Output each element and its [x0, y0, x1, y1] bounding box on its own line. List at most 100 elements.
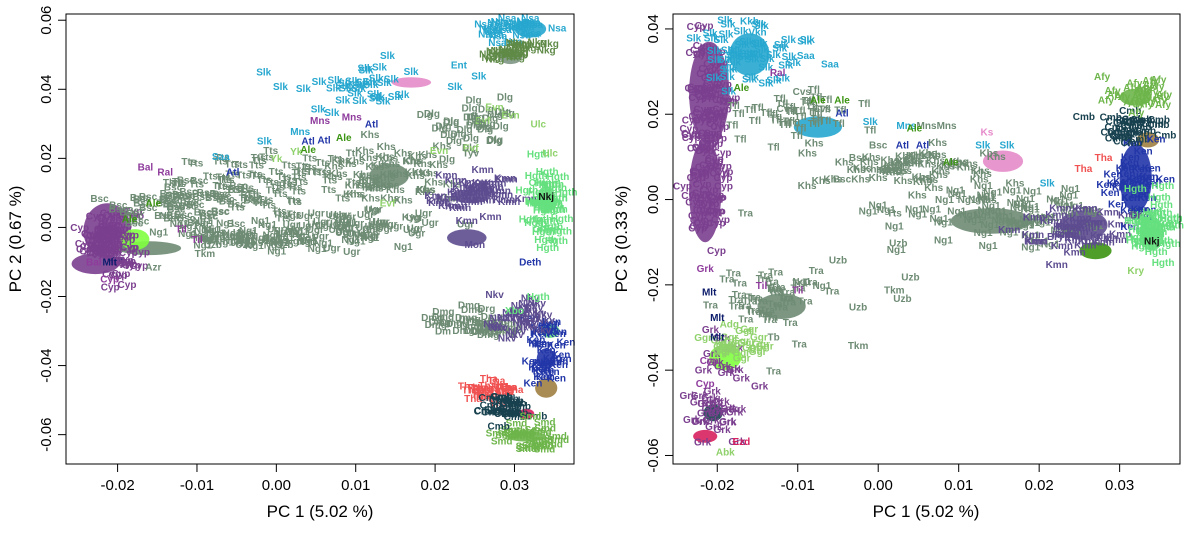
- cloud-point-cmb: Cmb: [492, 408, 514, 419]
- cloud-point-cyp: Cyp: [103, 229, 122, 240]
- cloud-point-cyp: Cyp: [713, 161, 732, 172]
- cloud-point-ng1: Ng1: [237, 236, 256, 247]
- cloud-point-nsa: Nsa: [489, 32, 508, 43]
- cloud-point-dlg: Dlg: [487, 135, 503, 146]
- population-label: Ttl: [346, 149, 358, 160]
- cloud-point-ng1: Ng1: [222, 231, 241, 242]
- cloud-point-cyp: Cyp: [117, 256, 136, 267]
- cloud-point-ken: Ken: [532, 326, 551, 337]
- cloud-point-khs: Khs: [371, 161, 390, 172]
- cloud-point-cyp: Cyp: [695, 199, 714, 210]
- cloud-point-tfl: Tfl: [777, 118, 789, 129]
- cloud-point-kmn: Kmn: [436, 194, 458, 205]
- cloud-point-ng1: Ng1: [1060, 207, 1079, 218]
- cloud-point-hgth: Hgth: [1134, 239, 1157, 250]
- cloud-point-ng1: Ng1: [270, 238, 289, 249]
- population-label: Dmg: [440, 318, 462, 329]
- cloud-point-cyp: Cyp: [689, 222, 708, 233]
- cloud-point-afy: Afy: [1136, 86, 1153, 97]
- cloud-point-nsa: Nsa: [474, 19, 493, 30]
- cloud-point-ng1: Ng1: [170, 219, 189, 230]
- cloud-point-cyp: Cyp: [119, 243, 138, 254]
- population-label: Cyp: [700, 356, 719, 367]
- cloud-point-tts: Tts: [295, 166, 310, 177]
- cloud-point-bsc: Bsc: [160, 193, 179, 204]
- cloud-point-ng1: Ng1: [193, 240, 212, 251]
- cloud-point-grk: Grk: [708, 408, 726, 419]
- panel-pc1-pc2-cluster-blobs: [71, 20, 560, 442]
- cloud-point-cyp: Cyp: [691, 171, 710, 182]
- cluster-blob-9: [451, 189, 491, 204]
- cloud-point-dlg: Dlg: [466, 120, 482, 131]
- population-label: Ral: [157, 168, 173, 179]
- cloud-point-ggr: Ggr: [752, 340, 770, 351]
- cloud-point-slk: Slk: [728, 46, 743, 57]
- cloud-point-ggr: Ggr: [721, 333, 739, 344]
- population-label: Cyp: [100, 275, 119, 286]
- cloud-point-ken: Ken: [1122, 178, 1141, 189]
- population-label: Ulc: [542, 149, 558, 160]
- cloud-point-khs: Khs: [406, 171, 425, 182]
- cloud-point-hgth: Hgth: [1152, 258, 1175, 269]
- cloud-point-tfl: Tfl: [794, 123, 806, 134]
- cloud-point-ugr: Ugr: [283, 220, 300, 231]
- population-label: Mns: [896, 121, 916, 132]
- population-label: Khs: [386, 185, 405, 196]
- cloud-point-cyp: Cyp: [682, 115, 701, 126]
- cloud-point-ken: Ken: [533, 366, 552, 377]
- cloud-point-cyp: Cyp: [681, 191, 700, 202]
- cloud-point-ggr: Ggr: [749, 347, 767, 358]
- cloud-point-cyp: Cyp: [673, 182, 692, 193]
- cloud-point-cyp: Cyp: [101, 243, 120, 254]
- cloud-point-ng1: Ng1: [1050, 197, 1069, 208]
- cloud-point-afy: Afy: [1142, 88, 1159, 99]
- cloud-point-cyp: Cyp: [713, 79, 732, 90]
- cloud-point-smd: Smd: [516, 441, 538, 452]
- cloud-point-bsc: Bsc: [212, 189, 231, 200]
- cloud-point-tra: Tra: [753, 297, 768, 308]
- cloud-point-tfl: Tfl: [808, 85, 820, 96]
- cloud-point-cyp: Cyp: [111, 269, 130, 280]
- cloud-point-cyp: Cyp: [693, 143, 712, 154]
- cloud-point-cyp: Cyp: [703, 129, 722, 140]
- cloud-point-hgth: Hgth: [1150, 208, 1173, 219]
- cloud-point-khs: Khs: [346, 189, 365, 200]
- cloud-point-cmb: Cmb: [491, 392, 513, 403]
- cloud-point-khs: Khs: [418, 150, 437, 161]
- cloud-point-tts: Tts: [287, 183, 302, 194]
- cloud-point-tts: Tts: [302, 163, 317, 174]
- cloud-point-khs: Khs: [860, 157, 879, 168]
- population-label: Cmb: [495, 406, 517, 417]
- cloud-point-khs: Khs: [353, 170, 372, 181]
- cloud-point-ugr: Ugr: [328, 211, 345, 222]
- cloud-point-bsc: Bsc: [164, 183, 183, 194]
- cloud-point-ken: Ken: [1122, 193, 1141, 204]
- cloud-point-kmn: Kmn: [1092, 238, 1114, 249]
- cloud-point-ken: Ken: [535, 366, 554, 377]
- cloud-point-grk: Grk: [704, 386, 722, 397]
- cloud-point-dmg: Dmg: [467, 318, 489, 329]
- population-label: Mns: [937, 121, 957, 132]
- cloud-point-khs: Khs: [970, 174, 989, 185]
- cloud-point-ugr: Ugr: [362, 232, 379, 243]
- population-label: Bry: [1047, 232, 1064, 243]
- cloud-point-dlg: Dlg: [463, 134, 479, 145]
- cloud-point-ng1: Ng1: [1007, 219, 1026, 230]
- cloud-point-khs: Khs: [798, 148, 817, 159]
- cloud-point-tts: Tts: [302, 153, 317, 164]
- cloud-point-slk: Slk: [750, 40, 765, 51]
- cloud-point-ugr: Ugr: [347, 229, 364, 240]
- cloud-point-cyp: Cyp: [692, 143, 711, 154]
- population-label: Cmb: [1100, 128, 1122, 139]
- cloud-point-ken: Ken: [523, 379, 542, 390]
- population-label: Bry: [451, 192, 468, 203]
- cloud-point-khs: Khs: [879, 166, 898, 177]
- population-label: Bsc: [849, 153, 868, 164]
- cloud-point-cyp: Cyp: [713, 148, 732, 159]
- cloud-point-cmb: Cmb: [500, 398, 522, 409]
- cloud-point-bsc: Bsc: [164, 196, 183, 207]
- cloud-point-cyp: Cyp: [707, 193, 726, 204]
- cluster-blob-3: [793, 116, 843, 138]
- population-label: Atl: [916, 140, 930, 151]
- cloud-point-tha: Tha: [496, 387, 514, 398]
